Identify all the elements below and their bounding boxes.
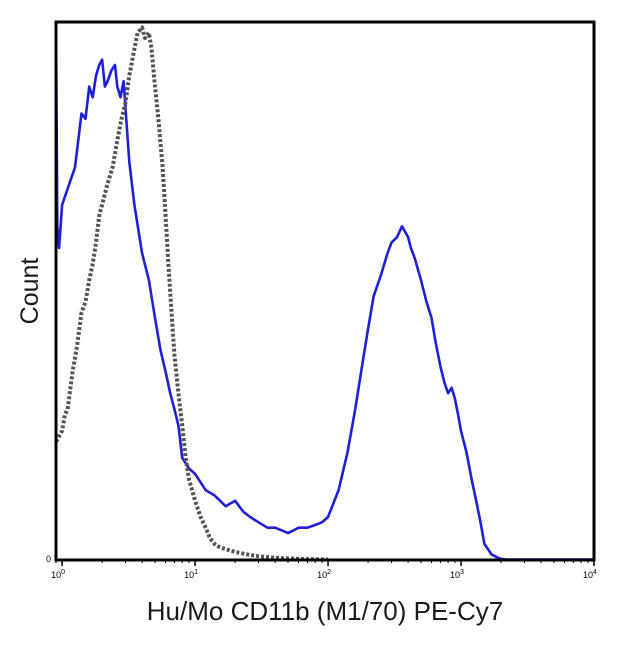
plot-layer — [54, 25, 594, 562]
tick-layer: 100 101 102 103 104 — [51, 560, 597, 580]
x-tick-label: 104 — [583, 569, 597, 580]
x-tick-label: 102 — [317, 569, 331, 580]
series-line-dotted — [54, 25, 329, 562]
x-tick-label: 103 — [450, 569, 464, 580]
plot-frame — [54, 20, 596, 562]
x-axis-label: Hu/Mo CD11b (M1/70) PE-Cy7 — [147, 596, 503, 626]
series-line-solid — [54, 27, 594, 561]
y-axis-label: Count — [16, 258, 44, 325]
y-tick-label-zero: 0 — [46, 554, 51, 564]
x-tick-label: 100 — [51, 569, 65, 580]
x-tick-label: 101 — [184, 569, 198, 580]
